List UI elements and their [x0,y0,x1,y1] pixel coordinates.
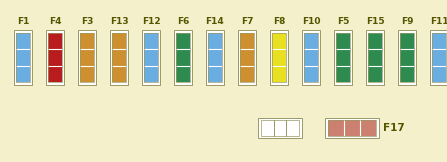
Bar [328,120,376,136]
Bar [176,33,190,82]
Bar [272,33,286,82]
Text: F9: F9 [401,17,413,26]
Bar [48,33,62,82]
Text: F12: F12 [142,17,160,26]
Bar [272,33,286,82]
Bar [142,30,160,85]
Bar [78,30,96,85]
Text: F17: F17 [383,123,405,133]
Bar [304,33,318,82]
Bar [110,30,128,85]
Bar [432,33,446,82]
Bar [398,30,416,85]
Text: F5: F5 [337,17,349,26]
Bar [328,120,376,136]
Bar [112,33,126,82]
Bar [325,118,379,138]
Text: F3: F3 [81,17,93,26]
Bar [368,33,382,82]
Text: F14: F14 [206,17,224,26]
Bar [46,30,64,85]
Bar [336,33,350,82]
Bar [144,33,158,82]
Bar [176,33,190,82]
Bar [144,33,158,82]
Text: F6: F6 [177,17,189,26]
Text: F1: F1 [17,17,29,26]
Bar [240,33,254,82]
Bar [368,33,382,82]
Bar [208,33,222,82]
Bar [432,33,446,82]
Bar [270,30,288,85]
Bar [174,30,192,85]
Bar [304,33,318,82]
Bar [336,33,350,82]
Bar [208,33,222,82]
Bar [334,30,352,85]
Bar [112,33,126,82]
Bar [238,30,256,85]
Bar [261,120,299,136]
Text: F8: F8 [273,17,285,26]
Bar [400,33,414,82]
Bar [206,30,224,85]
Text: F10: F10 [302,17,320,26]
Text: F11: F11 [430,17,447,26]
Text: F7: F7 [241,17,253,26]
Bar [80,33,94,82]
Text: F13: F13 [110,17,128,26]
Bar [240,33,254,82]
Bar [14,30,32,85]
Bar [80,33,94,82]
Text: F4: F4 [49,17,61,26]
Bar [48,33,62,82]
Bar [302,30,320,85]
Bar [430,30,447,85]
Bar [16,33,30,82]
Bar [400,33,414,82]
Text: F15: F15 [366,17,384,26]
Bar [16,33,30,82]
Bar [258,118,302,138]
Bar [366,30,384,85]
